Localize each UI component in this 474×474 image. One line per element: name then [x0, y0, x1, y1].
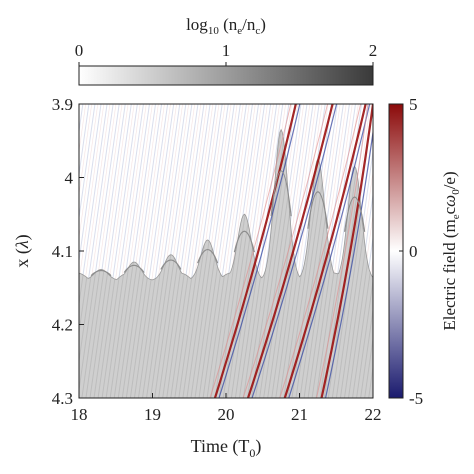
density-tick-label: 0 [75, 41, 84, 60]
surface-peak [160, 259, 182, 270]
field-tick-label: 0 [409, 242, 418, 261]
density-tick-label: 1 [222, 41, 231, 60]
field-tick-label: 5 [409, 95, 418, 114]
surface-peak [233, 230, 255, 253]
field-streak-faint [242, 104, 329, 398]
surface-peak [344, 196, 366, 232]
field-colorbar-label: Electric field (mecω0/e) [440, 171, 462, 330]
field-streak-negative [324, 128, 373, 398]
y-tick-label: 4.2 [52, 316, 73, 335]
x-tick-label: 20 [218, 405, 235, 424]
surface-peak [197, 248, 219, 264]
field-streak-faint [316, 104, 369, 398]
y-tick-label: 3.9 [52, 95, 73, 114]
plot-area: 18 19 20 21 22 3.9 4 4.1 4.2 4.3 Time (T0) x (λ) [12, 95, 382, 460]
field-streak-faint [279, 104, 362, 398]
y-axis-label: x (λ) [12, 234, 33, 267]
field-tick-label: -5 [409, 389, 423, 408]
density-tick-label: 2 [369, 41, 378, 60]
field-streak-faint [209, 104, 292, 398]
density-colorbar-gradient [78, 65, 374, 86]
x-tick-label: 18 [71, 405, 88, 424]
y-tick-label: 4.3 [52, 389, 73, 408]
x-tick-label: 19 [144, 405, 161, 424]
surface-peak [123, 264, 145, 273]
field-streak-negative [218, 104, 301, 398]
surface-peaks [90, 170, 366, 277]
y-tick-label: 4.1 [52, 242, 73, 261]
field-streak [320, 104, 373, 398]
x-tick-label: 22 [365, 405, 382, 424]
surface-peak [270, 170, 292, 217]
y-axis-ticks: 3.9 4 4.1 4.2 4.3 [52, 95, 84, 408]
field-streak-negative [251, 104, 338, 398]
field-streaks [209, 104, 373, 398]
x-axis-label: Time (T0) [191, 436, 262, 460]
field-streak-negative [288, 104, 371, 398]
field-streak [247, 104, 334, 398]
field-streak [213, 104, 297, 398]
surface-peak [90, 269, 112, 277]
density-colorbar: log10 (ne/nc) 0 1 2 [75, 15, 378, 86]
field-colorbar: 5 0 -5 Electric field (mecω0/e) [388, 95, 462, 408]
y-tick-label: 4 [65, 169, 74, 188]
x-axis-ticks: 18 19 20 21 22 [71, 393, 382, 424]
surface-peak [307, 191, 329, 229]
density-colorbar-label: log10 (ne/nc) [186, 15, 266, 37]
x-tick-label: 21 [291, 405, 308, 424]
field-streak [283, 104, 367, 398]
